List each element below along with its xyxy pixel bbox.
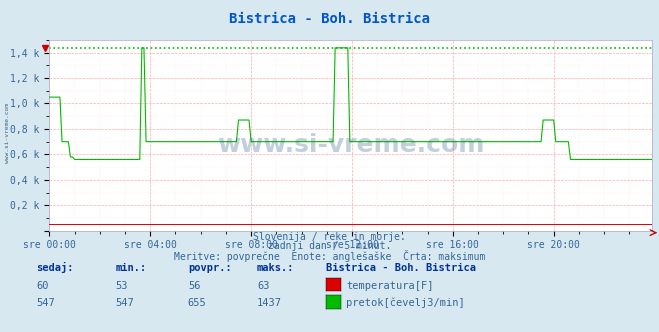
Text: maks.:: maks.: bbox=[257, 263, 295, 273]
Text: Bistrica - Boh. Bistrica: Bistrica - Boh. Bistrica bbox=[326, 263, 476, 273]
Text: 547: 547 bbox=[36, 298, 55, 308]
Text: pretok[čevelj3/min]: pretok[čevelj3/min] bbox=[346, 297, 465, 308]
Text: 53: 53 bbox=[115, 281, 128, 291]
Text: min.:: min.: bbox=[115, 263, 146, 273]
Text: 60: 60 bbox=[36, 281, 49, 291]
Text: 655: 655 bbox=[188, 298, 206, 308]
Text: Meritve: povprečne  Enote: anglešaške  Črta: maksimum: Meritve: povprečne Enote: anglešaške Črt… bbox=[174, 250, 485, 262]
Text: 1437: 1437 bbox=[257, 298, 282, 308]
Text: Slovenija / reke in morje.: Slovenija / reke in morje. bbox=[253, 232, 406, 242]
Text: zadnji dan / 5 minut.: zadnji dan / 5 minut. bbox=[268, 241, 391, 251]
Text: www.si-vreme.com: www.si-vreme.com bbox=[217, 133, 484, 157]
Text: sedaj:: sedaj: bbox=[36, 262, 74, 273]
Text: temperatura[F]: temperatura[F] bbox=[346, 281, 434, 291]
Text: Bistrica - Boh. Bistrica: Bistrica - Boh. Bistrica bbox=[229, 12, 430, 26]
Text: 56: 56 bbox=[188, 281, 200, 291]
Text: 63: 63 bbox=[257, 281, 270, 291]
Text: 547: 547 bbox=[115, 298, 134, 308]
Text: povpr.:: povpr.: bbox=[188, 263, 231, 273]
Text: www.si-vreme.com: www.si-vreme.com bbox=[5, 103, 11, 163]
